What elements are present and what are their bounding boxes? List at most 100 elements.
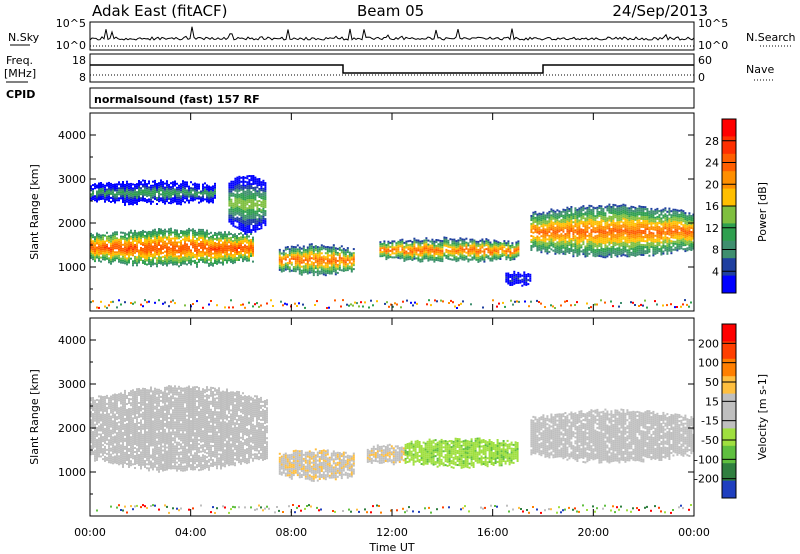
heatmap-cell bbox=[152, 245, 154, 248]
heatmap-cell bbox=[180, 189, 182, 192]
heatmap-cell bbox=[186, 199, 188, 202]
heatmap-cell bbox=[126, 180, 128, 183]
heatmap-cell bbox=[112, 254, 114, 257]
heatmap-cell bbox=[574, 207, 577, 210]
heatmap-cell bbox=[562, 240, 565, 243]
heatmap-cell bbox=[604, 214, 607, 217]
heatmap-cell bbox=[481, 254, 484, 257]
heatmap-cell bbox=[473, 249, 476, 252]
heatmap-cell bbox=[182, 262, 184, 265]
heatmap-cell bbox=[98, 190, 100, 193]
heatmap-cell bbox=[244, 236, 246, 239]
heatmap-cell bbox=[316, 246, 319, 249]
heatmap-cell bbox=[672, 216, 675, 219]
heatmap-cell bbox=[509, 259, 512, 261]
heatmap-cell bbox=[564, 227, 567, 230]
heatmap-cell bbox=[220, 245, 222, 248]
heatmap-cell bbox=[126, 198, 128, 201]
heatmap-cell bbox=[568, 252, 571, 254]
radar-title: Adak East (fitACF) bbox=[92, 2, 227, 20]
heatmap-cell bbox=[92, 240, 94, 243]
heatmap-cell bbox=[298, 272, 301, 275]
heatmap-cell bbox=[132, 191, 134, 194]
heatmap-cell bbox=[314, 253, 317, 256]
heatmap-cell bbox=[244, 252, 246, 255]
heatmap-cell bbox=[170, 196, 172, 199]
heatmap-cell bbox=[236, 182, 239, 185]
heatmap-cell bbox=[542, 217, 545, 220]
heatmap-cell bbox=[646, 244, 649, 246]
heatmap-cell bbox=[475, 252, 478, 255]
heatmap-cell bbox=[582, 231, 585, 234]
heatmap-cell bbox=[515, 249, 518, 252]
heatmap-cell bbox=[586, 242, 589, 245]
heatmap-cell bbox=[602, 228, 605, 231]
heatmap-cell bbox=[256, 180, 259, 183]
heatmap-cell bbox=[594, 215, 597, 218]
heatmap-cell bbox=[348, 257, 351, 260]
heatmap-cell bbox=[262, 199, 265, 202]
heatmap-cell bbox=[242, 180, 245, 182]
heatmap-cell bbox=[106, 247, 108, 250]
heatmap-cell bbox=[608, 217, 611, 220]
heatmap-cell bbox=[556, 249, 559, 252]
heatmap-cell bbox=[130, 231, 132, 234]
heatmap-cell bbox=[114, 185, 116, 188]
heatmap-cell bbox=[122, 191, 124, 193]
heatmap-cell bbox=[124, 187, 126, 190]
heatmap-cell bbox=[238, 177, 241, 180]
heatmap-cell bbox=[156, 265, 158, 268]
heatmap-cell bbox=[650, 207, 653, 210]
heatmap-cell bbox=[138, 196, 140, 198]
heatmap-cell bbox=[560, 225, 563, 228]
heatmap-cell bbox=[150, 233, 152, 236]
heatmap-cell bbox=[590, 213, 593, 216]
heatmap-cell bbox=[150, 251, 152, 254]
heatmap-cell bbox=[626, 255, 629, 258]
heatmap-cell bbox=[170, 247, 172, 250]
heatmap-cell bbox=[304, 253, 307, 255]
heatmap-cell bbox=[148, 198, 150, 201]
heatmap-cell bbox=[463, 244, 466, 247]
heatmap-cell bbox=[202, 185, 204, 188]
heatmap-cell bbox=[104, 240, 106, 243]
heatmap-cell bbox=[515, 247, 518, 250]
heatmap-cell bbox=[574, 219, 577, 222]
heatmap-cell bbox=[242, 202, 245, 204]
heatmap-cell bbox=[610, 216, 613, 218]
heatmap-cell bbox=[676, 243, 679, 246]
heatmap-cell bbox=[284, 268, 287, 271]
heatmap-cell bbox=[654, 218, 657, 221]
heatmap-cell bbox=[568, 240, 571, 242]
heatmap-cell bbox=[138, 180, 140, 182]
heatmap-cell bbox=[298, 260, 301, 263]
heatmap-cell bbox=[536, 243, 539, 246]
heatmap-cell bbox=[590, 231, 593, 234]
heatmap-cell bbox=[132, 187, 134, 190]
heatmap-cell bbox=[594, 229, 597, 232]
heatmap-cell bbox=[532, 223, 535, 226]
heatmap-cell bbox=[134, 195, 136, 198]
heatmap-cell bbox=[170, 231, 172, 234]
heatmap-cell bbox=[204, 182, 206, 185]
heatmap-cell bbox=[136, 185, 138, 188]
heatmap-cell bbox=[598, 251, 601, 253]
heatmap-cell bbox=[544, 214, 547, 217]
heatmap-cell bbox=[608, 215, 611, 218]
heatmap-cell bbox=[666, 232, 669, 235]
heatmap-cell bbox=[194, 247, 196, 250]
heatmap-cell bbox=[136, 232, 138, 235]
heatmap-cell bbox=[158, 186, 160, 189]
heatmap-cell bbox=[433, 242, 436, 245]
heatmap-cell bbox=[523, 275, 526, 278]
heatmap-cell bbox=[258, 194, 261, 196]
heatmap-cell bbox=[236, 184, 239, 187]
heatmap-cell bbox=[511, 242, 514, 245]
heatmap-cell bbox=[620, 234, 623, 237]
heatmap-cell bbox=[654, 228, 657, 231]
heatmap-cell bbox=[124, 191, 126, 194]
heatmap-cell bbox=[136, 264, 138, 267]
heatmap-cell bbox=[616, 209, 619, 212]
heatmap-cell bbox=[600, 241, 603, 244]
heatmap-cell bbox=[134, 231, 136, 234]
